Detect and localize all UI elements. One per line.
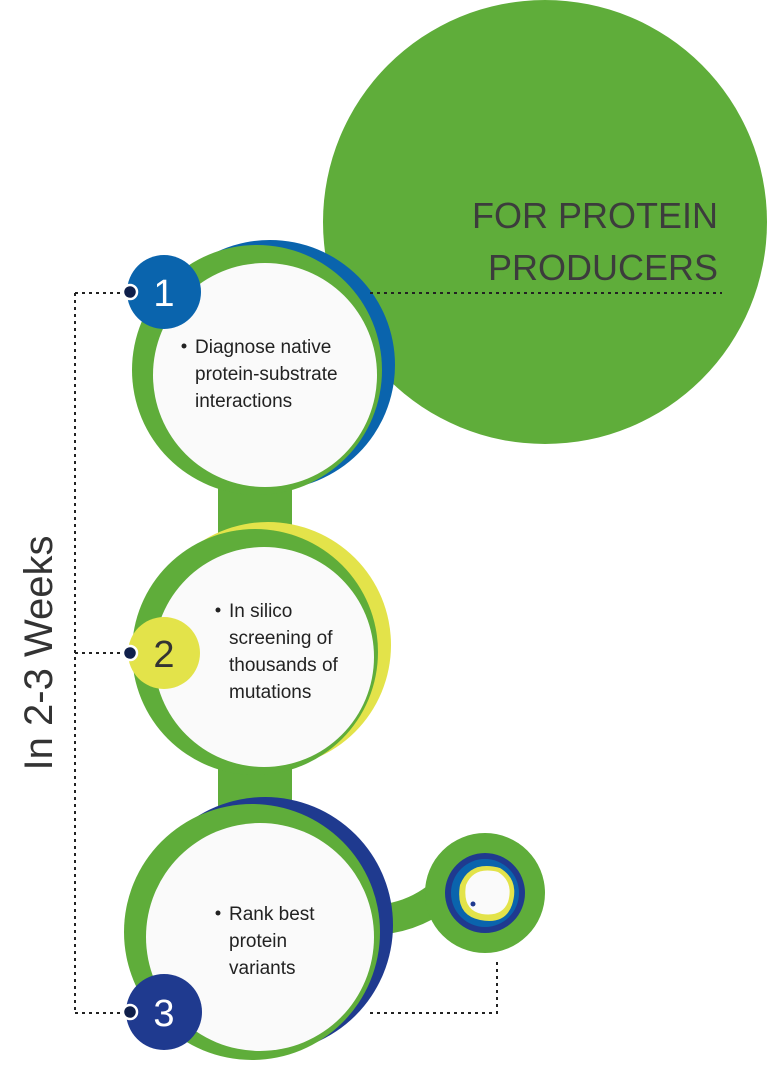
molecule-cell-icon — [425, 833, 545, 953]
step-1-number: 1 — [153, 273, 174, 315]
step-2-line-4: mutations — [229, 682, 311, 703]
title-line-1: FOR PROTEIN — [472, 195, 718, 236]
step-1-badge: 1 — [121, 255, 201, 329]
step-1-line-3: interactions — [195, 391, 292, 412]
step-1-line-1: Diagnose native — [195, 337, 331, 358]
step-2-line-1: In silico — [229, 601, 292, 622]
step-2-text: In silico screening of thousands of muta… — [215, 601, 339, 703]
step-2-line-2: screening of — [229, 628, 333, 649]
step-3-line-2: protein — [229, 931, 287, 952]
step-3-badge: 3 — [121, 974, 202, 1050]
duration-label: In 2-3 Weeks — [17, 536, 61, 771]
step-1-line-2: protein-substrate — [195, 364, 338, 385]
step-1-text: Diagnose native protein-substrate intera… — [181, 337, 338, 412]
step-3-line-1: Rank best — [229, 904, 315, 925]
dotted-lines — [74, 292, 722, 1014]
step-3-text: Rank best protein variants — [215, 904, 315, 979]
step-2-line-3: thousands of — [229, 655, 339, 676]
step-1-circle — [132, 240, 395, 495]
step-3-line-3: variants — [229, 958, 296, 979]
step-2-number: 2 — [153, 634, 174, 676]
step-3-number: 3 — [153, 993, 174, 1035]
title-circle — [323, 0, 767, 444]
title-line-2: PRODUCERS — [488, 247, 718, 288]
step-2-circle — [132, 522, 391, 775]
step-2-badge: 2 — [121, 617, 200, 689]
